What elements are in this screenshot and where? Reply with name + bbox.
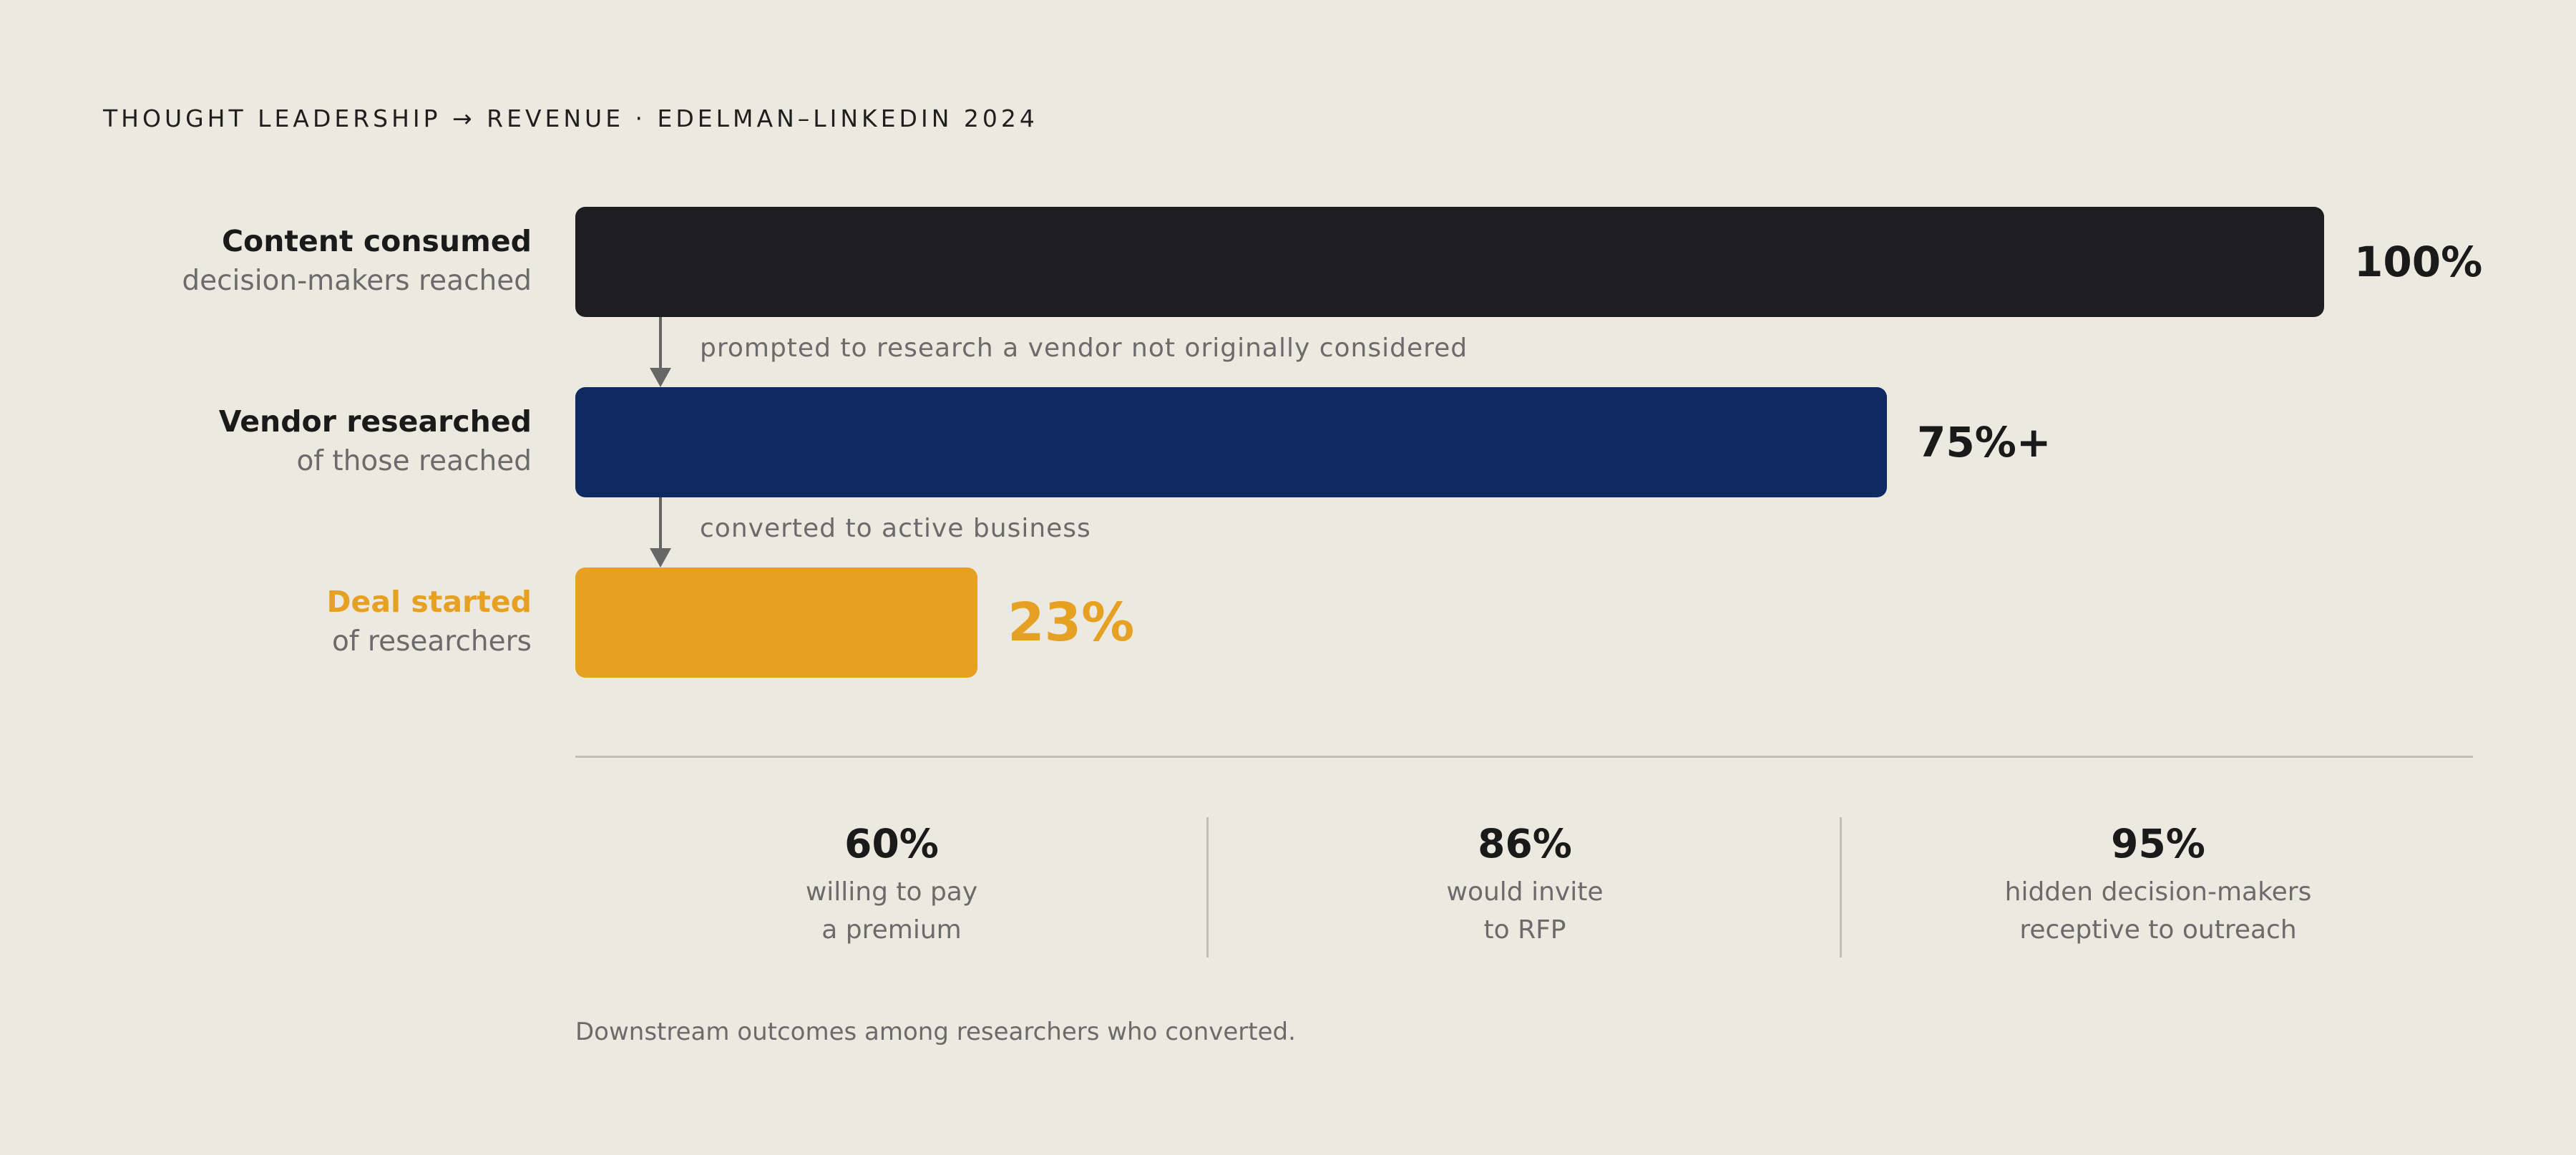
chart-kicker: THOUGHT LEADERSHIP → REVENUE · EDELMAN–L… [103,104,1038,132]
row-label: Vendor researched of those reached [219,401,532,482]
footnote: Downstream outcomes among researchers wh… [575,1018,1296,1046]
divider [575,756,2473,758]
bar-value-label: 23% [1008,592,1135,653]
stat-value: 95% [2111,821,2205,867]
stat-card: 60% willing to pay a premium [575,817,1208,957]
stat-label-line: would invite [1446,877,1604,907]
row-title: Content consumed [221,224,532,258]
bar [575,567,978,678]
stat-label-line: to RFP [1483,915,1566,945]
funnel-row-content-consumed: Content consumed decision-makers reached… [0,207,2576,317]
stat-value: 86% [1478,821,1572,867]
stat-label: would invite to RFP [1209,873,1841,949]
stat-value: 60% [844,821,939,867]
stat-label-line: hidden decision-makers [2004,877,2312,907]
stat-label-line: receptive to outreach [2019,915,2297,945]
row-label: Deal started of researchers [327,582,532,662]
row-subtitle: of researchers [331,625,532,658]
stat-label-line: willing to pay [805,877,978,907]
bar-value-label: 100% [2354,238,2483,286]
row-subtitle: decision-makers reached [182,265,532,297]
bar [575,207,2324,317]
row-title: Vendor researched [218,404,532,439]
funnel-row-vendor-researched: Vendor researched of those reached 75%+ [0,387,2576,497]
stat-card: 86% would invite to RFP [1209,817,1841,957]
row-label: Content consumed decision-makers reached [182,221,532,301]
stat-card: 95% hidden decision-makers receptive to … [1842,817,2474,957]
stat-separator [1206,817,1209,957]
stat-label: willing to pay a premium [575,873,1208,949]
down-arrow-icon [650,497,671,567]
transition-note: prompted to research a vendor not origin… [700,333,1468,363]
stat-separator [1840,817,1842,957]
funnel-row-deal-started: Deal started of researchers 23% [0,567,2576,678]
row-subtitle: of those reached [296,445,532,477]
row-title: Deal started [326,585,532,619]
down-arrow-icon [650,317,671,387]
bar [575,387,1887,497]
stat-label: hidden decision-makers receptive to outr… [1842,873,2474,949]
stat-label-line: a premium [821,915,962,945]
transition-note: converted to active business [700,514,1091,543]
bar-value-label: 75%+ [1917,418,2051,467]
